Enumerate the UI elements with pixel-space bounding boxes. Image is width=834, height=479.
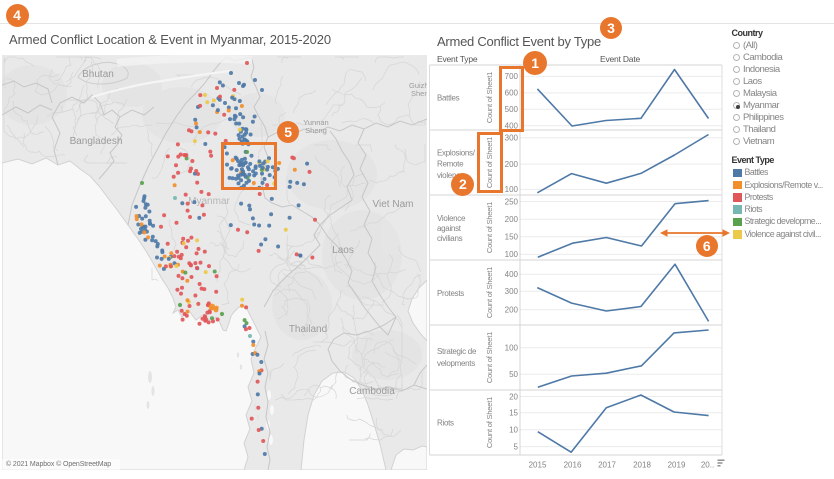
svg-text:10: 10 bbox=[509, 426, 518, 435]
svg-text:Battles: Battles bbox=[437, 94, 460, 103]
svg-text:2019: 2019 bbox=[668, 461, 686, 470]
svg-text:Count of Sheet1: Count of Sheet1 bbox=[485, 397, 494, 448]
svg-text:200: 200 bbox=[505, 305, 519, 314]
svg-text:Guizh: Guizh bbox=[409, 81, 427, 90]
svg-text:2018: 2018 bbox=[633, 461, 651, 470]
svg-text:Bhutan: Bhutan bbox=[82, 69, 114, 80]
svg-text:Thailand: Thailand bbox=[289, 324, 327, 335]
svg-text:Strategic de: Strategic de bbox=[437, 347, 477, 356]
svg-text:200: 200 bbox=[505, 215, 519, 224]
svg-text:5: 5 bbox=[514, 442, 519, 451]
svg-text:Violence: Violence bbox=[437, 214, 466, 223]
svg-text:250: 250 bbox=[505, 197, 519, 206]
svg-text:velopments: velopments bbox=[437, 359, 475, 368]
svg-text:15: 15 bbox=[509, 409, 518, 418]
svg-text:Bangladesh: Bangladesh bbox=[70, 136, 123, 147]
svg-text:50: 50 bbox=[509, 370, 518, 379]
svg-text:Event Date: Event Date bbox=[600, 55, 641, 64]
svg-text:Riots: Riots bbox=[437, 419, 454, 428]
svg-text:Remote: Remote bbox=[437, 160, 464, 169]
svg-text:200: 200 bbox=[505, 160, 519, 169]
svg-text:20..: 20.. bbox=[701, 461, 714, 470]
svg-text:2017: 2017 bbox=[598, 461, 616, 470]
svg-text:Count of Sheet1: Count of Sheet1 bbox=[485, 267, 494, 318]
svg-text:2016: 2016 bbox=[564, 461, 582, 470]
svg-text:100: 100 bbox=[505, 250, 519, 259]
svg-text:700: 700 bbox=[505, 72, 519, 81]
svg-text:Laos: Laos bbox=[332, 245, 354, 256]
svg-text:Event Type: Event Type bbox=[437, 55, 478, 64]
svg-text:Explosions/: Explosions/ bbox=[437, 149, 476, 158]
svg-text:civilians: civilians bbox=[437, 234, 463, 243]
svg-text:Yunnan: Yunnan bbox=[303, 118, 328, 127]
svg-text:600: 600 bbox=[505, 89, 519, 98]
svg-text:300: 300 bbox=[505, 134, 519, 143]
svg-text:400: 400 bbox=[505, 122, 519, 131]
svg-text:Shen: Shen bbox=[411, 89, 427, 98]
svg-text:300: 300 bbox=[505, 287, 519, 296]
svg-text:20: 20 bbox=[509, 392, 518, 401]
svg-text:Count of Sheet1: Count of Sheet1 bbox=[485, 202, 494, 253]
svg-text:against: against bbox=[437, 224, 462, 233]
svg-text:Cambodia: Cambodia bbox=[349, 386, 395, 397]
svg-text:violence: violence bbox=[437, 171, 465, 180]
svg-text:Myanmar: Myanmar bbox=[188, 196, 230, 207]
svg-text:Count of Sheet1: Count of Sheet1 bbox=[485, 332, 494, 383]
svg-text:150: 150 bbox=[505, 233, 519, 242]
svg-text:Count of Sheet1: Count of Sheet1 bbox=[485, 137, 494, 188]
svg-text:100: 100 bbox=[505, 344, 519, 353]
svg-text:100: 100 bbox=[505, 185, 519, 194]
svg-text:Count of Sheet1: Count of Sheet1 bbox=[485, 72, 494, 123]
svg-text:Viet Nam: Viet Nam bbox=[373, 199, 414, 210]
svg-text:500: 500 bbox=[505, 105, 519, 114]
svg-text:2015: 2015 bbox=[529, 461, 547, 470]
svg-text:400: 400 bbox=[505, 270, 519, 279]
svg-text:Protests: Protests bbox=[437, 289, 464, 298]
svg-text:Sheng: Sheng bbox=[305, 126, 327, 135]
